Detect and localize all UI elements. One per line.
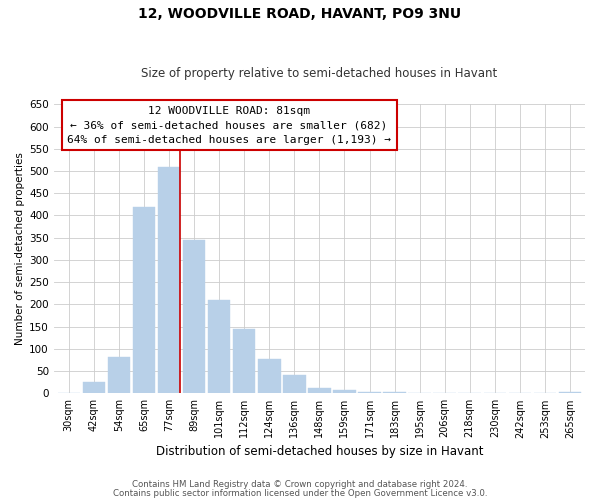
Bar (358, 392, 381, 394)
Bar (559, 392, 581, 394)
Text: Contains HM Land Registry data © Crown copyright and database right 2024.: Contains HM Land Registry data © Crown c… (132, 480, 468, 489)
Bar (383, 392, 406, 394)
Text: 12 WOODVILLE ROAD: 81sqm
← 36% of semi-detached houses are smaller (682)
64% of : 12 WOODVILLE ROAD: 81sqm ← 36% of semi-d… (67, 106, 391, 144)
Bar (333, 390, 356, 394)
Text: 12, WOODVILLE ROAD, HAVANT, PO9 3NU: 12, WOODVILLE ROAD, HAVANT, PO9 3NU (139, 8, 461, 22)
Bar (283, 374, 305, 394)
Bar (133, 206, 155, 394)
Bar (208, 300, 230, 394)
X-axis label: Distribution of semi-detached houses by size in Havant: Distribution of semi-detached houses by … (155, 444, 483, 458)
Bar (258, 358, 281, 394)
Y-axis label: Number of semi-detached properties: Number of semi-detached properties (15, 152, 25, 345)
Bar (308, 388, 331, 394)
Bar (183, 240, 205, 394)
Title: Size of property relative to semi-detached houses in Havant: Size of property relative to semi-detach… (141, 66, 497, 80)
Text: Contains public sector information licensed under the Open Government Licence v3: Contains public sector information licen… (113, 488, 487, 498)
Bar (233, 329, 256, 394)
Bar (83, 382, 105, 394)
Bar (158, 166, 181, 394)
Bar (107, 357, 130, 394)
